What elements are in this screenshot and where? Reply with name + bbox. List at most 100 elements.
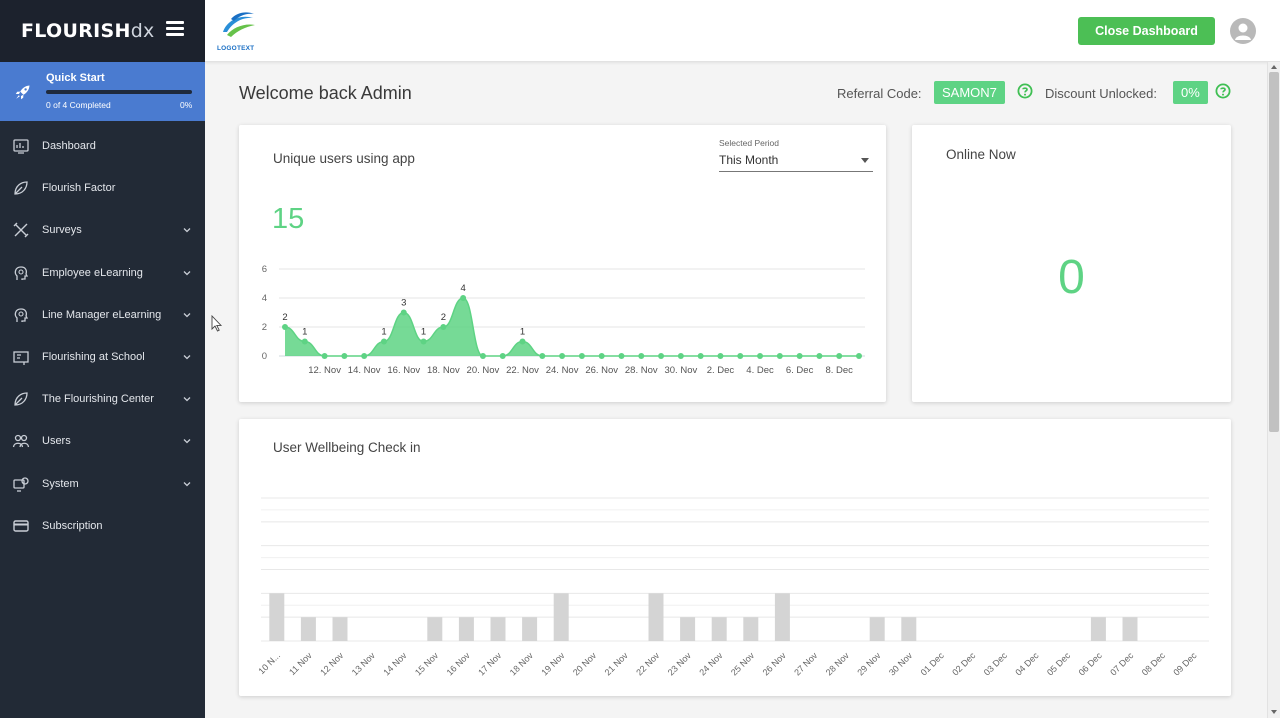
data-point [776, 353, 783, 359]
app-logo[interactable]: FLOURISHdx [21, 20, 155, 42]
x-tick-label: 13 Nov [350, 650, 378, 678]
discount-help-icon[interactable] [1215, 83, 1231, 99]
head-icon [14, 265, 29, 280]
sidebar-item-label: Line Manager eLearning [42, 308, 162, 321]
data-point [519, 338, 526, 345]
data-point [539, 353, 546, 359]
data-point [321, 353, 328, 359]
x-tick-label: 28. Nov [625, 365, 658, 376]
mouse-cursor-icon [211, 315, 223, 332]
x-tick-label: 14. Nov [348, 365, 381, 376]
quick-start-percent: 0% [180, 100, 193, 110]
dashboard-icon [13, 139, 29, 154]
sidebar: FLOURISHdx Quick Start 0 of 4 Completed … [0, 0, 205, 718]
chevron-down-icon[interactable] [182, 225, 192, 235]
data-label: 3 [401, 298, 406, 309]
data-label: 1 [381, 327, 386, 338]
period-select-value: This Month [719, 153, 779, 167]
chevron-down-icon[interactable] [182, 310, 192, 320]
data-point [796, 353, 803, 359]
x-tick-label: 28 Nov [824, 650, 852, 678]
x-tick-label: 08 Dec [1140, 650, 1168, 678]
period-select[interactable]: This Month [719, 151, 873, 172]
brand-header: FLOURISHdx [0, 0, 205, 62]
sidebar-item-label: Dashboard [42, 140, 96, 153]
wellbeing-chart: 10 N... 11 Nov 12 Nov 13 Nov 14 Nov 15 Nov 16 … [256, 497, 1209, 678]
x-tick-label: 01 Dec [919, 650, 947, 678]
online-now-title: Online Now [946, 147, 1016, 162]
sidebar-item-employee-elearning[interactable]: Employee eLearning [0, 252, 205, 294]
quick-start-title: Quick Start [46, 72, 105, 84]
data-point [677, 353, 684, 359]
client-logo[interactable]: LOGOTEXT [217, 8, 261, 54]
data-point [638, 353, 645, 359]
leaf-icon [14, 181, 28, 195]
x-tick-label: 26 Nov [761, 650, 789, 678]
data-label: 2 [441, 312, 446, 323]
chevron-down-icon[interactable] [182, 352, 192, 362]
chevron-down-icon[interactable] [182, 394, 192, 404]
unique-users-title: Unique users using app [273, 151, 415, 166]
x-tick-label: 22 Nov [634, 650, 662, 678]
bar [553, 593, 569, 641]
data-point [479, 353, 486, 359]
sidebar-item-flourish-factor[interactable]: Flourish Factor [0, 167, 205, 209]
unique-users-chart: 0 2 4 6 2 1 1 3 1 2 4 1 12. Nov 14. Nov 16. Nov 18. Nov… [262, 264, 865, 376]
sidebar-item-line-manager-elearning[interactable]: Line Manager eLearning [0, 294, 205, 336]
menu-toggle-icon[interactable] [166, 21, 184, 36]
x-tick-label: 09 Dec [1171, 650, 1199, 678]
discount-label: Discount Unlocked: [1045, 86, 1157, 101]
avatar[interactable] [1230, 18, 1256, 44]
x-tick-label: 4. Dec [746, 365, 774, 376]
chevron-down-icon[interactable] [182, 479, 192, 489]
close-dashboard-button[interactable]: Close Dashboard [1078, 17, 1215, 45]
bar [774, 593, 790, 641]
scrollbar-thumb[interactable] [1269, 72, 1279, 432]
scrollbar[interactable] [1267, 62, 1280, 718]
tools-icon [13, 222, 29, 238]
sidebar-item-users[interactable]: Users [0, 420, 205, 462]
bar [1090, 617, 1106, 641]
quick-start-progress-text: 0 of 4 Completed [46, 100, 111, 110]
x-tick-label: 07 Dec [1108, 650, 1136, 678]
x-tick-label: 20 Nov [571, 650, 599, 678]
x-tick-label: 20. Nov [467, 365, 500, 376]
x-tick-label: 10 N... [256, 650, 282, 676]
y-tick-label: 6 [262, 264, 267, 275]
data-label: 4 [460, 283, 465, 294]
x-tick-label: 27 Nov [792, 650, 820, 678]
x-tick-label: 14 Nov [381, 650, 409, 678]
wellbeing-title: User Wellbeing Check in [273, 440, 421, 455]
chevron-down-icon[interactable] [182, 268, 192, 278]
data-point [578, 353, 585, 359]
x-tick-label: 24. Nov [546, 365, 579, 376]
data-point [856, 353, 862, 359]
quick-start-panel[interactable]: Quick Start 0 of 4 Completed 0% [0, 62, 205, 121]
sidebar-item-the-flourishing-center[interactable]: The Flourishing Center [0, 378, 205, 420]
scroll-up-icon[interactable] [1271, 65, 1277, 69]
y-tick-label: 4 [262, 293, 267, 304]
sidebar-item-system[interactable]: System [0, 463, 205, 505]
data-point [420, 338, 427, 345]
sidebar-item-flourishing-at-school[interactable]: Flourishing at School [0, 336, 205, 378]
sidebar-item-dashboard[interactable]: Dashboard [0, 125, 205, 167]
scroll-down-icon[interactable] [1271, 710, 1277, 714]
head-icon [14, 308, 29, 322]
bar [490, 617, 506, 641]
data-point [400, 309, 407, 316]
discount-badge: 0% [1173, 81, 1208, 104]
system-icon [13, 476, 29, 492]
sidebar-item-surveys[interactable]: Surveys [0, 209, 205, 251]
x-tick-label: 15 Nov [413, 650, 441, 678]
data-point [658, 353, 665, 359]
data-point [598, 353, 605, 359]
bar [869, 617, 885, 641]
chevron-down-icon[interactable] [182, 436, 192, 446]
referral-help-icon[interactable] [1017, 83, 1033, 99]
data-point [559, 353, 566, 359]
bar [901, 617, 917, 641]
y-tick-label: 0 [262, 351, 267, 362]
bar [427, 617, 443, 641]
x-tick-label: 16. Nov [387, 365, 420, 376]
sidebar-item-subscription[interactable]: Subscription [0, 505, 205, 547]
